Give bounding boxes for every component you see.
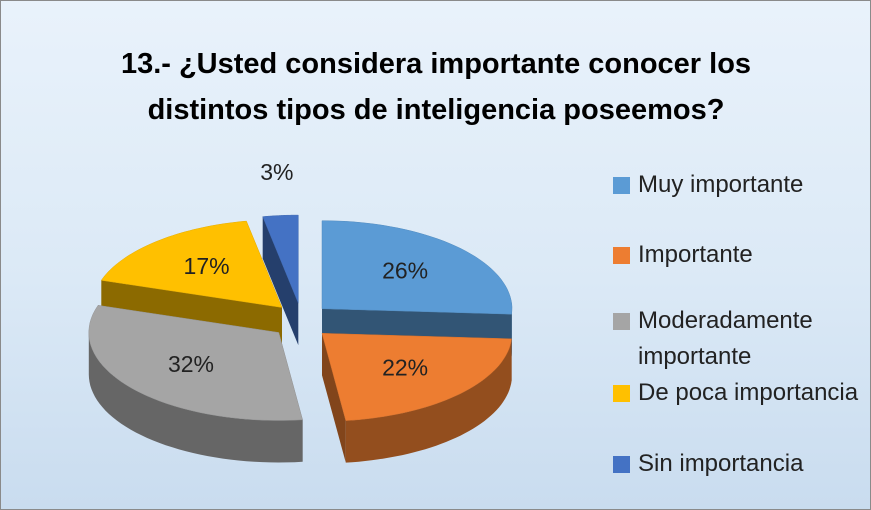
- pie-3d: [88, 214, 513, 463]
- legend-swatch: [613, 247, 630, 264]
- legend-swatch: [613, 177, 630, 194]
- legend-item: Moderadamente importante: [613, 303, 863, 375]
- legend-label: De poca importancia: [638, 379, 859, 406]
- data-label: 32%: [168, 351, 214, 377]
- slice: [321, 220, 513, 315]
- slice: [262, 214, 299, 304]
- legend-swatch: [613, 456, 630, 473]
- chart-title: 13.- ¿Usted considera importante conocer…: [120, 48, 752, 126]
- legend-label: Muy importante: [638, 171, 804, 198]
- legend-item: Importante: [613, 237, 863, 273]
- slice-side: [345, 338, 512, 463]
- slice-side: [88, 332, 303, 463]
- slice: [321, 333, 512, 421]
- legend-item: De poca importancia: [613, 375, 863, 411]
- legend-label: Sin importancia: [638, 450, 804, 477]
- data-label: 22%: [382, 355, 428, 381]
- legend-swatch: [613, 313, 630, 330]
- slice: [100, 220, 283, 308]
- legend-item: Muy importante: [613, 167, 863, 203]
- data-label: 3%: [260, 159, 293, 185]
- legend-label: Importante: [638, 241, 753, 268]
- data-label: 26%: [382, 258, 428, 284]
- slice-wall: [262, 216, 299, 346]
- legend-label: Moderadamente importante: [638, 307, 813, 370]
- legend-swatch: [613, 385, 630, 402]
- legend-item: Sin importancia: [613, 446, 863, 482]
- slice: [88, 305, 303, 421]
- data-label: 17%: [184, 253, 230, 279]
- slice-wall: [322, 333, 346, 463]
